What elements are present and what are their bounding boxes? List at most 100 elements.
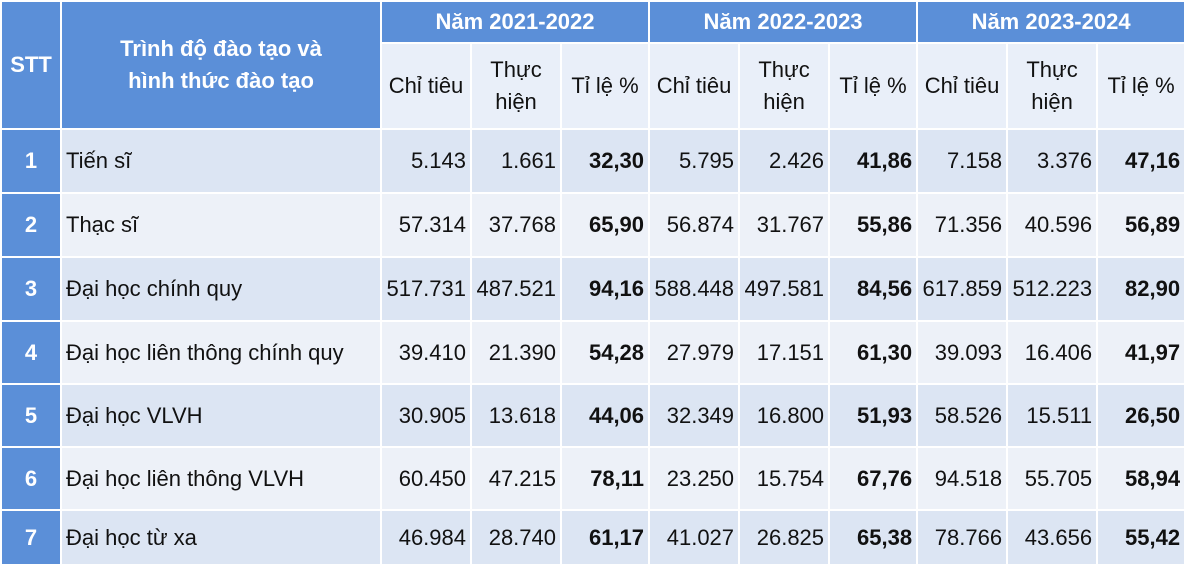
stt-header: STT xyxy=(0,0,62,130)
name-cell: Đại học liên thông chính quy xyxy=(60,320,382,385)
number-cell: 5.143 xyxy=(380,128,472,194)
sub-header: Chỉ tiêu xyxy=(380,42,472,130)
number-cell: 1.661 xyxy=(470,128,562,194)
sub-header: Chỉ tiêu xyxy=(648,42,741,130)
year-header: Năm 2023-2024 xyxy=(916,0,1184,44)
number-cell: 2.426 xyxy=(738,128,831,194)
table-row: 7 Đại học từ xa 46.984 28.740 61,17 41.027 26.… xyxy=(0,509,1184,564)
rate-cell: 51,93 xyxy=(828,383,919,448)
sub-header: Tỉ lệ % xyxy=(1096,42,1184,130)
table-row: 4 Đại học liên thông chính quy 39.410 21.39… xyxy=(0,320,1184,385)
sub-header: Thực hiện xyxy=(1006,42,1099,130)
number-cell: 3.376 xyxy=(1006,128,1099,194)
rate-cell: 47,16 xyxy=(1096,128,1184,194)
number-cell: 32.349 xyxy=(648,383,741,448)
number-cell: 5.795 xyxy=(648,128,741,194)
table-row: 3 Đại học chính quy 517.731 487.521 94,16 588… xyxy=(0,256,1184,322)
sub-header: Thực hiện xyxy=(470,42,562,130)
name-cell: Thạc sĩ xyxy=(60,192,382,258)
stt-cell: 6 xyxy=(0,446,62,511)
number-cell: 487.521 xyxy=(470,256,562,322)
rate-cell: 55,86 xyxy=(828,192,919,258)
stt-cell: 4 xyxy=(0,320,62,385)
rate-cell: 67,76 xyxy=(828,446,919,511)
number-cell: 39.093 xyxy=(916,320,1009,385)
number-cell: 31.767 xyxy=(738,192,831,258)
number-cell: 497.581 xyxy=(738,256,831,322)
number-cell: 21.390 xyxy=(470,320,562,385)
year-header: Năm 2022-2023 xyxy=(648,0,919,44)
number-cell: 56.874 xyxy=(648,192,741,258)
name-cell: Đại học liên thông VLVH xyxy=(60,446,382,511)
number-cell: 7.158 xyxy=(916,128,1009,194)
stt-cell: 3 xyxy=(0,256,62,322)
rate-cell: 55,42 xyxy=(1096,509,1184,564)
number-cell: 15.754 xyxy=(738,446,831,511)
rate-cell: 61,17 xyxy=(559,509,651,564)
number-cell: 30.905 xyxy=(380,383,472,448)
number-cell: 94.518 xyxy=(916,446,1009,511)
number-cell: 46.984 xyxy=(380,509,472,564)
number-cell: 28.740 xyxy=(470,509,562,564)
table-row: 2 Thạc sĩ 57.314 37.768 65,90 56.874 31.767 55,… xyxy=(0,192,1184,258)
table-header: STT Trình độ đào tạo và hình thức đào tạ… xyxy=(0,0,1184,130)
rate-cell: 65,38 xyxy=(828,509,919,564)
number-cell: 512.223 xyxy=(1006,256,1099,322)
rate-cell: 65,90 xyxy=(559,192,651,258)
rate-cell: 32,30 xyxy=(559,128,651,194)
stt-cell: 1 xyxy=(0,128,62,194)
number-cell: 37.768 xyxy=(470,192,562,258)
rate-cell: 56,89 xyxy=(1096,192,1184,258)
number-cell: 40.596 xyxy=(1006,192,1099,258)
table-row: 5 Đại học VLVH 30.905 13.618 44,06 32.349 16.8… xyxy=(0,383,1184,448)
number-cell: 27.979 xyxy=(648,320,741,385)
number-cell: 617.859 xyxy=(916,256,1009,322)
number-cell: 23.250 xyxy=(648,446,741,511)
number-cell: 588.448 xyxy=(648,256,741,322)
number-cell: 16.406 xyxy=(1006,320,1099,385)
number-cell: 13.618 xyxy=(470,383,562,448)
number-cell: 55.705 xyxy=(1006,446,1099,511)
number-cell: 39.410 xyxy=(380,320,472,385)
rate-cell: 44,06 xyxy=(559,383,651,448)
rate-cell: 61,30 xyxy=(828,320,919,385)
rate-cell: 41,86 xyxy=(828,128,919,194)
stt-cell: 5 xyxy=(0,383,62,448)
rate-cell: 41,97 xyxy=(1096,320,1184,385)
stt-cell: 2 xyxy=(0,192,62,258)
year-header: Năm 2021-2022 xyxy=(379,0,651,44)
table-row: 1 Tiến sĩ 5.143 1.661 32,30 5.795 2.426 41,86 7.… xyxy=(0,128,1184,194)
name-cell: Đại học chính quy xyxy=(60,256,382,322)
table-row: 6 Đại học liên thông VLVH 60.450 47.215 78,1… xyxy=(0,446,1184,511)
name-header-text: Trình độ đào tạo và hình thức đào tạo xyxy=(120,36,322,93)
number-cell: 78.766 xyxy=(916,509,1009,564)
sub-header: Thực hiện xyxy=(738,42,831,130)
number-cell: 26.825 xyxy=(738,509,831,564)
sub-header: Chỉ tiêu xyxy=(916,42,1009,130)
number-cell: 43.656 xyxy=(1006,509,1099,564)
table-body: 1 Tiến sĩ 5.143 1.661 32,30 5.795 2.426 41,86 7.… xyxy=(0,128,1184,564)
sub-header: Tỉ lệ % xyxy=(559,42,651,130)
rate-cell: 58,94 xyxy=(1096,446,1184,511)
number-cell: 60.450 xyxy=(380,446,472,511)
name-cell: Tiến sĩ xyxy=(60,128,382,194)
number-cell: 517.731 xyxy=(380,256,472,322)
rate-cell: 78,11 xyxy=(559,446,651,511)
stt-cell: 7 xyxy=(0,509,62,564)
number-cell: 41.027 xyxy=(648,509,741,564)
rate-cell: 26,50 xyxy=(1096,383,1184,448)
number-cell: 58.526 xyxy=(916,383,1009,448)
name-cell: Đại học VLVH xyxy=(60,383,382,448)
number-cell: 16.800 xyxy=(738,383,831,448)
number-cell: 47.215 xyxy=(470,446,562,511)
rate-cell: 94,16 xyxy=(559,256,651,322)
number-cell: 71.356 xyxy=(916,192,1009,258)
number-cell: 15.511 xyxy=(1006,383,1099,448)
rate-cell: 84,56 xyxy=(828,256,919,322)
rate-cell: 54,28 xyxy=(559,320,651,385)
number-cell: 57.314 xyxy=(380,192,472,258)
sub-header: Tỉ lệ % xyxy=(828,42,919,130)
rate-cell: 82,90 xyxy=(1096,256,1184,322)
